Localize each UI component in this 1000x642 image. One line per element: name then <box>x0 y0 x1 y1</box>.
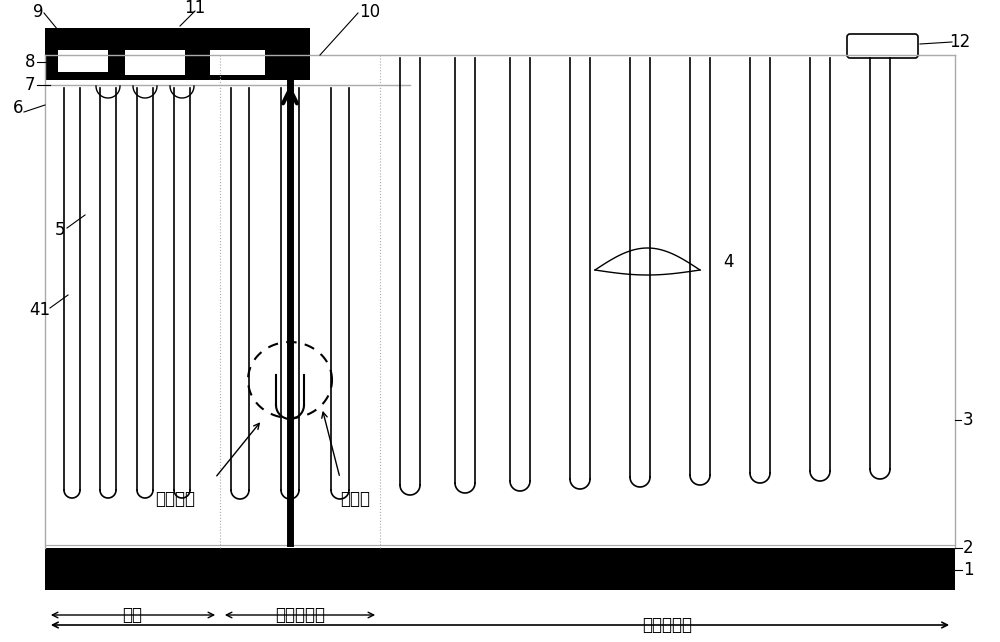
Text: 7: 7 <box>25 76 35 94</box>
Text: 12: 12 <box>949 33 971 51</box>
Text: 5: 5 <box>55 221 65 239</box>
Bar <box>210 50 265 75</box>
Text: 4: 4 <box>723 253 733 271</box>
Text: 终端耐压区: 终端耐压区 <box>642 616 692 634</box>
Text: 9: 9 <box>33 3 43 21</box>
Bar <box>125 50 185 75</box>
Bar <box>45 548 955 590</box>
Text: 6: 6 <box>13 99 23 117</box>
FancyBboxPatch shape <box>847 34 918 58</box>
Text: 终端击穿区: 终端击穿区 <box>275 606 325 624</box>
Text: 击穿点: 击穿点 <box>340 490 370 508</box>
Bar <box>58 50 108 72</box>
Text: 雪崩电流: 雪崩电流 <box>155 490 195 508</box>
Text: 10: 10 <box>359 3 381 21</box>
Bar <box>45 28 310 80</box>
Text: 8: 8 <box>25 53 35 71</box>
Text: 41: 41 <box>29 301 51 319</box>
Text: 1: 1 <box>963 561 973 579</box>
Text: 3: 3 <box>963 411 973 429</box>
Text: 元胞: 元胞 <box>122 606 143 624</box>
Text: 2: 2 <box>963 539 973 557</box>
Text: 11: 11 <box>184 0 206 17</box>
